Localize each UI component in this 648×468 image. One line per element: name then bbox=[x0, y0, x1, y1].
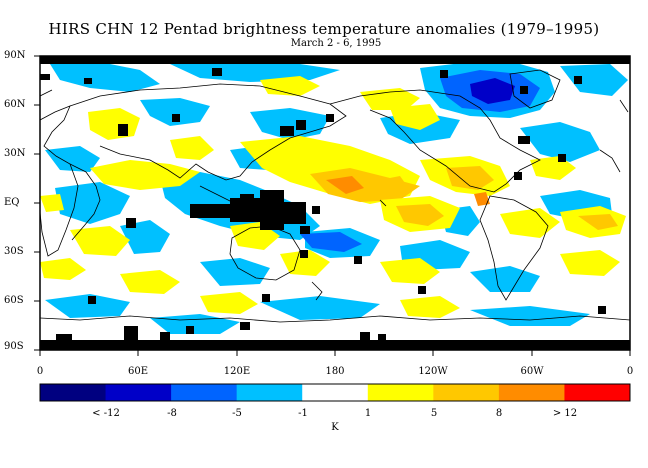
colorbar-swatch-6 bbox=[367, 384, 434, 401]
map-title: HIRS CHN 12 Pentad brightness temperatur… bbox=[48, 20, 600, 38]
lon-label-120e: 120E bbox=[223, 366, 251, 377]
lat-label-30s: 30S bbox=[4, 246, 24, 257]
lon-label-120w: 120W bbox=[418, 366, 448, 377]
lat-label-90n: 90N bbox=[4, 50, 26, 61]
lat-label-60s: 60S bbox=[4, 295, 24, 306]
colorbar-label-3: -5 bbox=[232, 408, 242, 419]
lon-label-180: 180 bbox=[325, 366, 345, 377]
colorbar-label-7: 8 bbox=[495, 408, 503, 419]
colorbar-swatch-2 bbox=[105, 384, 172, 401]
colorbar-swatch-1 bbox=[40, 384, 107, 401]
colorbar-label-4: -1 bbox=[298, 408, 308, 419]
coastlines bbox=[40, 69, 630, 323]
colorbar-swatch-4 bbox=[236, 384, 303, 401]
lon-label-0-end: 0 bbox=[626, 366, 634, 377]
lat-label-eq: EQ bbox=[4, 197, 20, 208]
missing-data-blocks bbox=[40, 56, 630, 350]
lon-label-60w: 60W bbox=[520, 366, 544, 377]
colorbar-label-1: < -12 bbox=[92, 408, 120, 419]
lat-label-30n: 30N bbox=[4, 148, 26, 159]
colorbar-swatch-7 bbox=[433, 384, 500, 401]
lat-label-90s: 90S bbox=[4, 341, 24, 352]
axis-ticks bbox=[34, 55, 631, 356]
colorbar-label-8: > 12 bbox=[552, 408, 578, 419]
map-subtitle: March 2 - 6, 1995 bbox=[290, 38, 382, 49]
colorbar-swatch-8 bbox=[498, 384, 565, 401]
colorbar-swatch-3 bbox=[171, 384, 238, 401]
colorbar-frame bbox=[39, 383, 631, 402]
colorbar-swatch-5 bbox=[302, 384, 369, 401]
colorbar-unit: K bbox=[331, 422, 339, 433]
colorbar-swatch-9 bbox=[564, 384, 631, 401]
colorbar-label-2: -8 bbox=[167, 408, 177, 419]
lat-label-60n: 60N bbox=[4, 99, 26, 110]
colorbar-label-5: 1 bbox=[364, 408, 372, 419]
lon-label-60e: 60E bbox=[127, 366, 149, 377]
lon-label-0: 0 bbox=[36, 366, 44, 377]
colorbar-label-6: 5 bbox=[430, 408, 438, 419]
negative-anomaly-regions bbox=[45, 60, 628, 334]
